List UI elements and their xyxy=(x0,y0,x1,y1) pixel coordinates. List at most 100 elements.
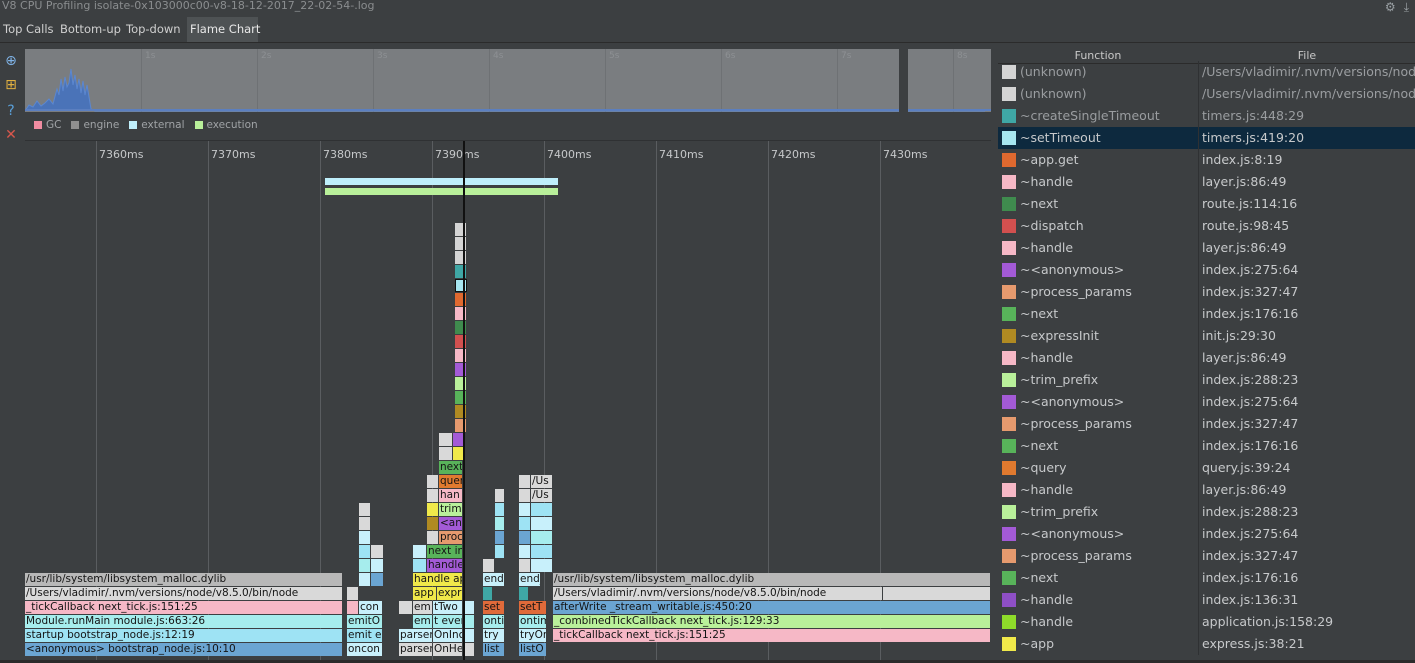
flame-frame[interactable]: t ever xyxy=(433,615,463,628)
flame-frame[interactable] xyxy=(455,223,467,236)
flame-frame[interactable] xyxy=(531,531,553,544)
flame-frame[interactable] xyxy=(455,349,467,362)
flame-frame[interactable]: expr xyxy=(437,587,463,600)
table-row[interactable]: (unknown) /Users/vladimir/.nvm/versions/n… xyxy=(998,61,1415,83)
table-row[interactable]: ~process_params index.js:327:47 xyxy=(998,545,1415,567)
flame-frame[interactable]: try xyxy=(483,629,505,642)
split-divider[interactable] xyxy=(991,44,998,660)
flame-frame[interactable] xyxy=(531,559,553,572)
flame-frame[interactable]: tryOn xyxy=(519,629,547,642)
table-row[interactable]: ~handle layer.js:86:49 xyxy=(998,171,1415,193)
help-icon[interactable]: ? xyxy=(7,103,15,119)
flame-frame[interactable]: <anonymous> bootstrap_node.js:10:10 xyxy=(25,643,343,656)
flame-frame[interactable] xyxy=(413,559,427,572)
flame-frame[interactable] xyxy=(347,587,359,600)
flame-frame[interactable]: oncon xyxy=(347,643,383,656)
flame-frame[interactable] xyxy=(463,629,475,642)
flame-frame[interactable] xyxy=(399,601,413,614)
table-row[interactable]: ~app express.js:38:21 xyxy=(998,633,1415,655)
flame-frame[interactable]: /usr/lib/system/libsystem_malloc.dylib xyxy=(553,573,991,586)
flame-frame[interactable]: han xyxy=(439,489,463,502)
timer-span-external[interactable] xyxy=(325,178,559,185)
flame-frame[interactable] xyxy=(359,517,371,530)
table-row[interactable]: ~next index.js:176:16 xyxy=(998,303,1415,325)
flame-frame[interactable]: /Us xyxy=(531,475,553,488)
flame-frame[interactable]: con xyxy=(359,601,383,614)
table-row[interactable]: ~query query.js:39:24 xyxy=(998,457,1415,479)
table-row[interactable]: ~process_params index.js:327:47 xyxy=(998,281,1415,303)
flame-frame[interactable] xyxy=(347,601,359,614)
table-row[interactable]: ~handle index.js:136:31 xyxy=(998,589,1415,611)
flame-frame[interactable]: OnHe xyxy=(433,643,463,656)
flame-frame[interactable] xyxy=(519,587,529,600)
flame-frame[interactable] xyxy=(455,377,467,390)
flame-frame[interactable]: quer xyxy=(439,475,463,488)
flame-frame[interactable]: startup bootstrap_node.js:12:19 xyxy=(25,629,343,642)
flame-frame[interactable] xyxy=(359,503,371,516)
table-row[interactable]: ~next route.js:114:16 xyxy=(998,193,1415,215)
flame-frame[interactable]: em xyxy=(413,615,433,628)
table-row[interactable]: ~<anonymous> index.js:275:64 xyxy=(998,523,1415,545)
flame-frame[interactable]: next xyxy=(439,461,463,474)
overview-selection-marker[interactable] xyxy=(899,49,908,112)
column-header-function[interactable]: Function xyxy=(1074,49,1122,62)
table-row[interactable]: ~next index.js:176:16 xyxy=(998,567,1415,589)
table-row[interactable]: ~expressInit init.js:29:30 xyxy=(998,325,1415,347)
table-row[interactable]: ~handle layer.js:86:49 xyxy=(998,479,1415,501)
flame-frame[interactable]: end_ xyxy=(519,573,541,586)
flame-frame[interactable] xyxy=(883,587,991,600)
flame-frame[interactable]: ontim xyxy=(519,615,547,628)
table-row[interactable]: ~dispatch route.js:98:45 xyxy=(998,215,1415,237)
flame-frame[interactable] xyxy=(531,545,553,558)
flame-frame[interactable] xyxy=(455,405,467,418)
flame-frame[interactable] xyxy=(495,517,505,530)
flame-frame[interactable] xyxy=(531,517,553,530)
flame-frame[interactable] xyxy=(463,643,475,656)
flame-frame[interactable] xyxy=(455,237,467,250)
flame-frame[interactable]: setT xyxy=(519,601,547,614)
flame-frame[interactable] xyxy=(427,475,439,488)
pin-icon[interactable]: ⤓ xyxy=(1403,0,1409,14)
flame-frame[interactable] xyxy=(427,517,439,530)
flame-frame[interactable]: trim xyxy=(439,503,463,516)
flame-chart[interactable]: 7360ms 7370ms 7380ms 7390ms 7400ms 7410m… xyxy=(25,140,991,660)
flame-frame[interactable] xyxy=(371,559,384,572)
flame-frame[interactable]: /Users/vladimir/.nvm/versions/node/v8.5.… xyxy=(25,587,343,600)
table-row[interactable]: ~createSingleTimeout timers.js:448:29 xyxy=(998,105,1415,127)
flame-frame[interactable] xyxy=(455,307,467,320)
table-row[interactable]: ~handle application.js:158:29 xyxy=(998,611,1415,633)
table-row[interactable]: ~trim_prefix index.js:288:23 xyxy=(998,501,1415,523)
flame-frame[interactable] xyxy=(463,601,475,614)
zoom-in-icon[interactable]: ⊕ xyxy=(5,53,17,69)
column-header-file[interactable]: File xyxy=(1297,49,1317,62)
flame-frame[interactable]: onti xyxy=(483,615,505,628)
flame-frame[interactable]: OnInc xyxy=(433,629,463,642)
flame-frame[interactable] xyxy=(371,545,384,558)
flame-frame[interactable] xyxy=(483,559,495,572)
flame-frame[interactable]: handle ap xyxy=(413,573,463,586)
flame-frame[interactable] xyxy=(455,391,467,404)
flame-frame[interactable] xyxy=(439,447,453,460)
flame-frame[interactable] xyxy=(519,475,531,488)
flame-frame[interactable] xyxy=(427,489,439,502)
flame-frame[interactable] xyxy=(531,503,553,516)
flame-frame[interactable] xyxy=(455,419,467,432)
flame-frame[interactable]: /Users/vladimir/.nvm/versions/node/v8.5.… xyxy=(553,587,883,600)
flame-frame[interactable]: list xyxy=(483,643,505,656)
table-row[interactable]: ~<anonymous> index.js:275:64 xyxy=(998,391,1415,413)
flame-frame[interactable] xyxy=(413,545,427,558)
flame-frame[interactable] xyxy=(359,573,371,586)
close-icon[interactable]: ✕ xyxy=(5,127,17,143)
flame-frame[interactable] xyxy=(463,615,475,628)
flame-frame[interactable] xyxy=(427,503,439,516)
flame-frame[interactable]: handle xyxy=(427,559,463,572)
flame-frame[interactable]: _tickCallback next_tick.js:151:25 xyxy=(25,601,343,614)
time-cursor[interactable] xyxy=(463,141,465,660)
flame-frame[interactable] xyxy=(519,517,531,530)
tab-bottom-up[interactable]: Bottom-up xyxy=(60,22,121,36)
table-row[interactable]: ~handle layer.js:86:49 xyxy=(998,347,1415,369)
flame-frame[interactable] xyxy=(455,251,467,264)
flame-frame[interactable]: parser xyxy=(399,643,433,656)
tab-top-down[interactable]: Top-down xyxy=(126,22,181,36)
tab-flame-chart[interactable]: Flame Chart xyxy=(187,17,260,42)
